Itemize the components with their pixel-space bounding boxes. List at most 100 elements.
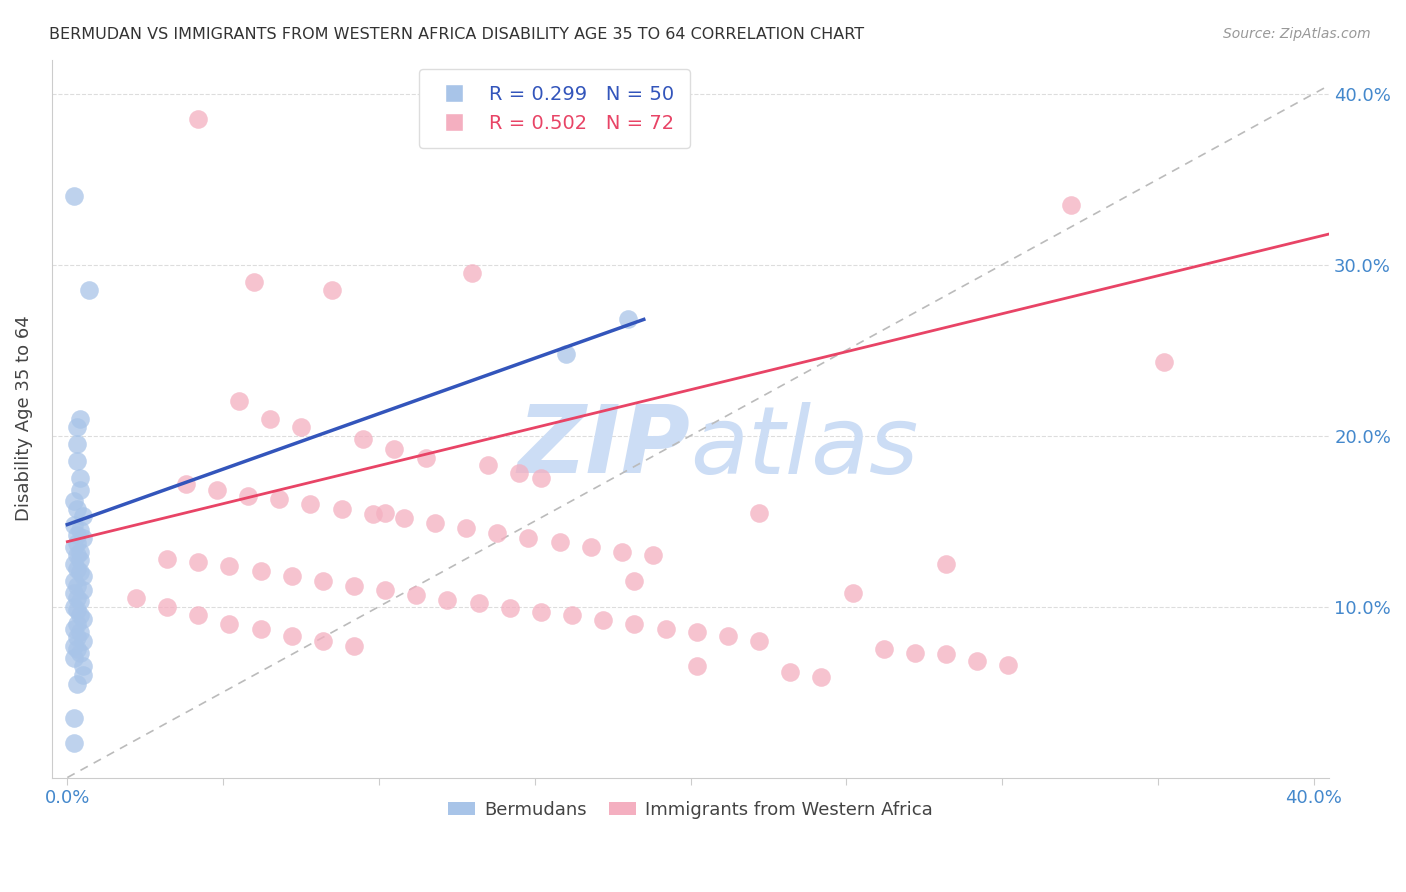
Point bbox=[467, 596, 489, 610]
Y-axis label: Disability Age 35 to 64: Disability Age 35 to 64 bbox=[15, 316, 32, 522]
Point bbox=[456, 521, 478, 535]
Point bbox=[72, 611, 94, 625]
Point bbox=[62, 711, 84, 725]
Point bbox=[62, 622, 84, 636]
Point bbox=[72, 633, 94, 648]
Point bbox=[72, 668, 94, 682]
Point bbox=[259, 411, 281, 425]
Point bbox=[374, 582, 396, 597]
Point bbox=[66, 579, 89, 593]
Point bbox=[69, 608, 91, 623]
Point bbox=[343, 639, 366, 653]
Point bbox=[530, 471, 553, 485]
Point bbox=[280, 629, 302, 643]
Point bbox=[62, 736, 84, 750]
Point bbox=[69, 625, 91, 640]
Point bbox=[69, 594, 91, 608]
Point bbox=[436, 592, 458, 607]
Point bbox=[269, 491, 291, 506]
Point bbox=[935, 557, 957, 571]
Point bbox=[62, 557, 84, 571]
Point bbox=[66, 591, 89, 605]
Point bbox=[499, 601, 522, 615]
Point bbox=[779, 665, 801, 679]
Point bbox=[352, 432, 374, 446]
Point bbox=[66, 603, 89, 617]
Point bbox=[748, 633, 770, 648]
Point bbox=[508, 467, 530, 481]
Point bbox=[69, 471, 91, 485]
Point bbox=[72, 569, 94, 583]
Point bbox=[66, 437, 89, 451]
Point bbox=[218, 616, 240, 631]
Point bbox=[579, 540, 602, 554]
Point bbox=[66, 676, 89, 690]
Point bbox=[205, 483, 228, 498]
Point bbox=[62, 651, 84, 665]
Point bbox=[423, 516, 446, 530]
Point bbox=[66, 420, 89, 434]
Point bbox=[321, 284, 343, 298]
Point bbox=[62, 574, 84, 588]
Point bbox=[243, 275, 266, 289]
Point bbox=[461, 266, 484, 280]
Point bbox=[62, 586, 84, 600]
Point bbox=[69, 523, 91, 537]
Point bbox=[187, 112, 209, 127]
Point bbox=[623, 574, 645, 588]
Point bbox=[187, 555, 209, 569]
Point bbox=[717, 629, 740, 643]
Point bbox=[592, 613, 614, 627]
Point bbox=[69, 553, 91, 567]
Point bbox=[873, 642, 896, 657]
Point bbox=[62, 540, 84, 554]
Point bbox=[384, 442, 406, 457]
Point bbox=[66, 454, 89, 468]
Point bbox=[997, 657, 1019, 672]
Point bbox=[66, 549, 89, 563]
Point bbox=[72, 508, 94, 523]
Point bbox=[548, 534, 571, 549]
Point bbox=[66, 631, 89, 645]
Text: ZIP: ZIP bbox=[517, 401, 690, 493]
Point bbox=[62, 599, 84, 614]
Point bbox=[174, 476, 197, 491]
Point bbox=[686, 625, 709, 640]
Point bbox=[617, 312, 640, 326]
Point bbox=[66, 502, 89, 516]
Point bbox=[156, 599, 179, 614]
Point bbox=[312, 633, 335, 648]
Point bbox=[66, 642, 89, 657]
Point bbox=[810, 670, 832, 684]
Point bbox=[330, 502, 353, 516]
Point bbox=[299, 497, 322, 511]
Point bbox=[72, 659, 94, 673]
Point bbox=[415, 450, 437, 465]
Point bbox=[218, 558, 240, 573]
Point bbox=[69, 566, 91, 580]
Point bbox=[249, 564, 271, 578]
Point bbox=[561, 608, 583, 623]
Point bbox=[69, 483, 91, 498]
Point bbox=[62, 639, 84, 653]
Point bbox=[748, 506, 770, 520]
Point bbox=[343, 579, 366, 593]
Point bbox=[312, 574, 335, 588]
Point bbox=[477, 458, 499, 472]
Point bbox=[66, 536, 89, 550]
Point bbox=[517, 531, 540, 545]
Point bbox=[486, 526, 509, 541]
Point bbox=[610, 545, 633, 559]
Point bbox=[280, 569, 302, 583]
Point bbox=[62, 493, 84, 508]
Point bbox=[72, 582, 94, 597]
Point bbox=[228, 394, 250, 409]
Point bbox=[361, 508, 384, 522]
Point bbox=[156, 551, 179, 566]
Text: Source: ZipAtlas.com: Source: ZipAtlas.com bbox=[1223, 27, 1371, 41]
Point bbox=[62, 517, 84, 532]
Point bbox=[187, 608, 209, 623]
Point bbox=[125, 591, 148, 605]
Point bbox=[72, 531, 94, 545]
Point bbox=[69, 646, 91, 660]
